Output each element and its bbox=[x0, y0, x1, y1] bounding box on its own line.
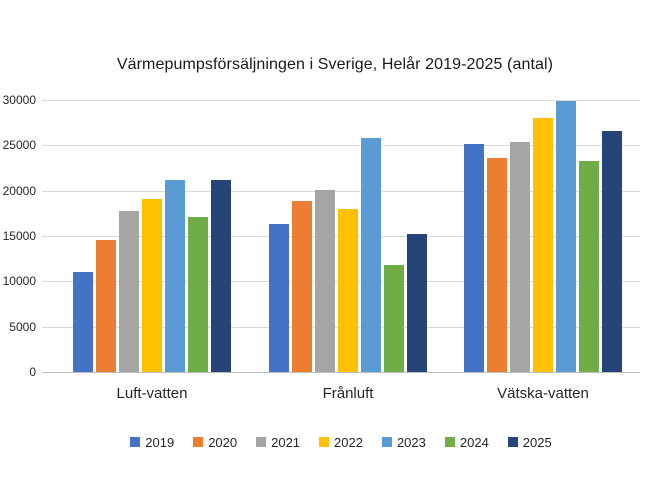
legend-label: 2021 bbox=[271, 434, 301, 450]
legend-swatch-icon bbox=[193, 437, 204, 447]
bar-group bbox=[464, 100, 622, 372]
bar-vätska-vatten-2022 bbox=[533, 118, 553, 372]
bar-luft-vatten-2025 bbox=[211, 179, 231, 372]
legend-label: 2025 bbox=[522, 434, 552, 450]
y-axis-tick-label: 5000 bbox=[9, 319, 36, 334]
bar-vätska-vatten-2023 bbox=[556, 100, 576, 372]
legend-item-2025: 2025 bbox=[507, 434, 552, 450]
bar-luft-vatten-2020 bbox=[96, 239, 116, 372]
bar-group bbox=[269, 100, 427, 372]
legend-swatch-icon bbox=[381, 437, 392, 447]
legend-swatch-icon bbox=[444, 437, 455, 447]
y-axis-tick-label: 25000 bbox=[2, 138, 36, 153]
bar-vätska-vatten-2020 bbox=[487, 158, 507, 372]
y-axis-tick-label: 15000 bbox=[2, 229, 36, 243]
bar-frånluft-2025 bbox=[407, 234, 427, 372]
bar-luft-vatten-2019 bbox=[73, 272, 93, 372]
bar-frånluft-2019 bbox=[269, 224, 289, 372]
x-axis-line bbox=[42, 372, 640, 373]
category-label: Vätska-vatten bbox=[497, 385, 589, 402]
legend-swatch-icon bbox=[256, 437, 267, 447]
chart-title: Värmepumpsförsäljningen i Sverige, Helår… bbox=[116, 56, 554, 73]
gridline bbox=[42, 100, 640, 101]
bar-luft-vatten-2024 bbox=[188, 216, 208, 372]
y-axis-tick-label: 10000 bbox=[2, 274, 36, 289]
legend-swatch-icon bbox=[319, 437, 330, 447]
gridline bbox=[42, 145, 640, 147]
legend-label: 2019 bbox=[145, 434, 175, 450]
plot-area bbox=[42, 100, 640, 373]
y-axis-tick-label: 20000 bbox=[2, 183, 36, 198]
legend-label: 2020 bbox=[208, 434, 238, 450]
bar-frånluft-2020 bbox=[292, 200, 312, 372]
legend-label: 2023 bbox=[396, 434, 426, 450]
category-label: Frånluft bbox=[322, 385, 374, 402]
legend-label: 2022 bbox=[334, 434, 363, 450]
legend-item-2021: 2021 bbox=[256, 436, 300, 449]
legend-swatch-icon bbox=[507, 437, 518, 447]
bar-frånluft-2021 bbox=[315, 189, 335, 372]
bar-frånluft-2022 bbox=[338, 208, 358, 372]
legend: 2019 2020 2021 2022 2023 2024 2025 bbox=[42, 432, 640, 452]
y-axis-tick-label: 30000 bbox=[2, 93, 36, 107]
bar-luft-vatten-2021 bbox=[119, 210, 139, 372]
legend-item-2019: 2019 bbox=[130, 436, 174, 449]
bar-vätska-vatten-2021 bbox=[510, 141, 530, 372]
bar-vätska-vatten-2024 bbox=[579, 160, 599, 372]
legend-item-2020: 2020 bbox=[193, 436, 237, 449]
category-label: Luft-vatten bbox=[116, 385, 188, 402]
legend-swatch-icon bbox=[130, 437, 141, 447]
bar-frånluft-2024 bbox=[384, 265, 404, 372]
bar-luft-vatten-2022 bbox=[142, 198, 162, 372]
bar-group bbox=[73, 100, 231, 372]
bar-luft-vatten-2023 bbox=[165, 179, 185, 372]
legend-item-2024: 2024 bbox=[444, 434, 489, 450]
legend-item-2023: 2023 bbox=[381, 434, 426, 450]
bar-frånluft-2023 bbox=[361, 138, 381, 372]
bar-vätska-vatten-2019 bbox=[464, 143, 484, 372]
bar-vätska-vatten-2025 bbox=[602, 130, 622, 372]
y-axis-tick-label: 0 bbox=[29, 365, 36, 379]
legend-item-2022: 2022 bbox=[319, 436, 363, 449]
gridline bbox=[42, 190, 640, 192]
legend-label: 2024 bbox=[459, 434, 489, 450]
